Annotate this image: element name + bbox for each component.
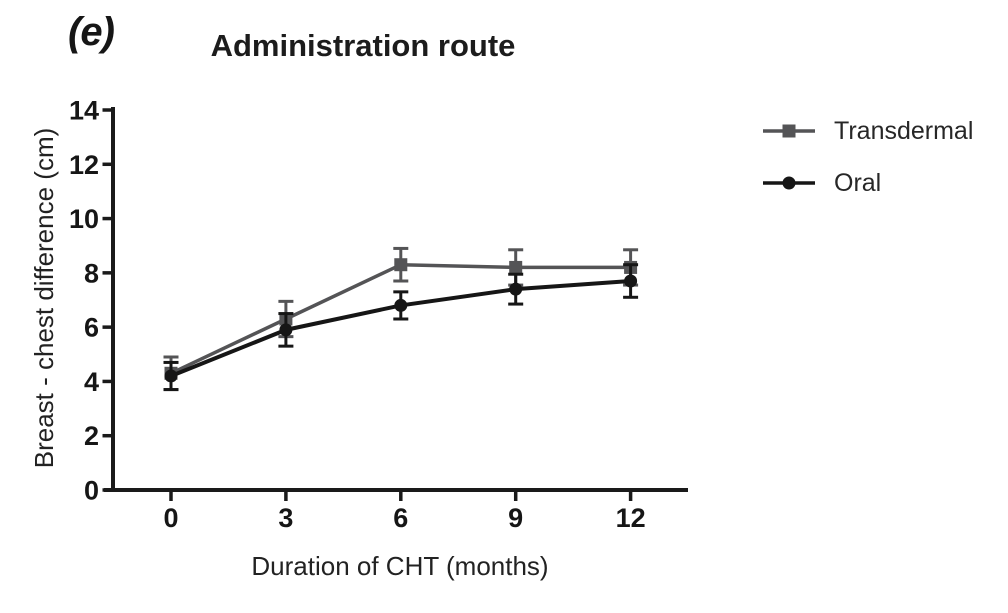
- x-tick-label: 12: [616, 503, 646, 533]
- data-point-marker: [279, 323, 293, 337]
- x-tick-label: 0: [163, 503, 178, 533]
- x-tick-label: 9: [508, 503, 523, 533]
- legend-entry-transdermal: Transdermal: [762, 116, 973, 146]
- legend-square-glyph: [782, 124, 796, 138]
- x-tick-label: 6: [393, 503, 408, 533]
- data-point-marker: [509, 260, 523, 274]
- y-tick-label: 12: [69, 150, 99, 180]
- chart-title: Administration route: [210, 28, 516, 63]
- data-point-marker: [394, 298, 408, 312]
- legend-entry-oral: Oral: [762, 168, 973, 198]
- panel-label: (e): [68, 10, 115, 54]
- y-tick-label: 2: [84, 421, 99, 451]
- data-point-marker: [509, 282, 523, 296]
- series-oral: [163, 263, 639, 392]
- x-axis-title: Duration of CHT (months): [251, 551, 549, 581]
- legend-label: Oral: [834, 168, 882, 197]
- y-tick-label: 14: [69, 95, 99, 125]
- legend-circle-marker-icon: [763, 176, 815, 190]
- data-point-marker: [164, 369, 178, 383]
- legend-square-marker-icon: [763, 124, 815, 138]
- y-tick-label: 10: [69, 204, 99, 234]
- legend: Transdermal Oral: [762, 116, 973, 198]
- y-tick-label: 6: [84, 313, 99, 343]
- y-tick-label: 4: [84, 367, 99, 397]
- x-tick-label: 3: [278, 503, 293, 533]
- data-point-marker: [624, 274, 638, 288]
- y-tick-label: 0: [84, 476, 99, 506]
- data-point-marker: [394, 258, 408, 272]
- legend-label: Transdermal: [834, 116, 974, 145]
- y-tick-label: 8: [84, 258, 99, 288]
- legend-circle-glyph: [782, 176, 796, 190]
